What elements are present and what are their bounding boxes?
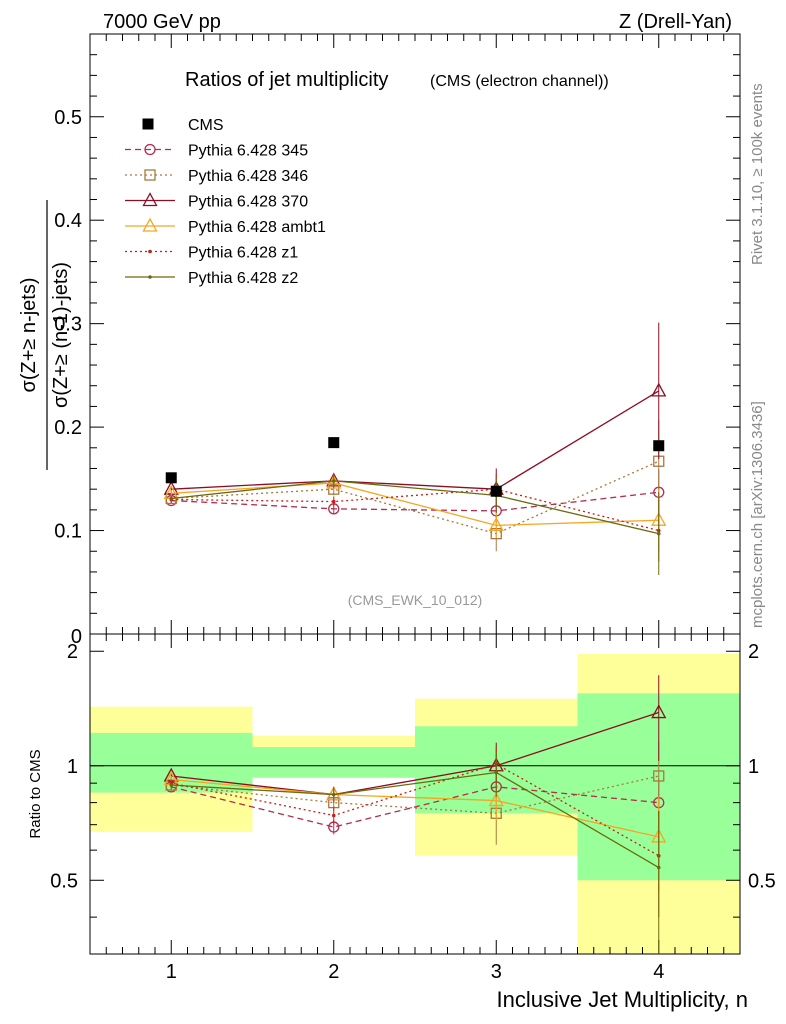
mcplots-label: mcplots.cern.ch [arXiv:1306.3436] bbox=[749, 401, 766, 628]
tick-labels: 0.1 0.2 0.3 0.4 0.5 0 0.5 0.5 1 1 2 2 1 2 3 4 bbox=[50, 107, 776, 983]
chart-title: Ratios of jet multiplicity bbox=[185, 69, 388, 91]
y-label-denominator: σ(Z+≥ (n-1)-jets) bbox=[50, 262, 72, 408]
cms-data-point bbox=[328, 437, 340, 449]
series-2-line bbox=[171, 460, 660, 535]
series-4-ratio-line bbox=[171, 778, 659, 838]
series-4-point bbox=[488, 517, 504, 532]
y-tick-label: 0.4 bbox=[54, 210, 82, 232]
series-1-ratio-line bbox=[171, 786, 659, 828]
legend-label-1: Pythia 6.428 345 bbox=[188, 143, 308, 160]
series-5-ratio-line bbox=[171, 763, 660, 857]
legend-marker-2 bbox=[144, 169, 156, 181]
ratio-tick-label-left: 0.5 bbox=[50, 870, 78, 892]
analysis-watermark: (CMS_EWK_10_012) bbox=[348, 592, 483, 608]
ratio-uncertainty-bands bbox=[90, 653, 740, 954]
series-6-ratio-line bbox=[171, 771, 660, 869]
x-tick-label: 3 bbox=[491, 961, 502, 983]
series-6-point bbox=[331, 479, 336, 483]
y-tick-label-zero: 0 bbox=[71, 626, 82, 648]
y-tick-label: 0.1 bbox=[54, 521, 82, 543]
y-tick-label: 0.2 bbox=[54, 417, 82, 439]
series-3-point bbox=[651, 382, 667, 397]
series-6-ratio-point bbox=[656, 865, 661, 870]
legend-marker-5 bbox=[148, 249, 152, 254]
x-tick-label: 1 bbox=[166, 961, 177, 983]
ratio-tick-label-right: 2 bbox=[748, 641, 759, 663]
y-tick-label: 0.3 bbox=[54, 314, 82, 336]
series-6-line bbox=[171, 480, 659, 535]
chart-subtitle: (CMS (electron channel)) bbox=[430, 73, 609, 90]
cms-data-points bbox=[165, 437, 665, 497]
series-1-line bbox=[171, 491, 659, 512]
legend-label-2: Pythia 6.428 346 bbox=[188, 168, 308, 185]
series-6-ratio-point bbox=[169, 783, 174, 787]
legend: CMS Pythia 6.428 345 Pythia 6.428 346 Pythi… bbox=[125, 117, 326, 287]
legend-marker-4 bbox=[142, 217, 158, 232]
x-tick-label: 2 bbox=[328, 961, 339, 983]
series-4-line bbox=[171, 482, 659, 527]
ratio-tick-label-left: 1 bbox=[67, 756, 78, 778]
legend-label-cms: CMS bbox=[188, 117, 224, 134]
cms-data-point bbox=[490, 485, 502, 497]
series-5-ratio-point bbox=[331, 813, 336, 818]
header-right: Z (Drell-Yan) bbox=[619, 11, 732, 33]
series-5-line bbox=[171, 488, 659, 532]
series-3-ratio-point bbox=[651, 704, 667, 719]
series-6-point bbox=[656, 531, 661, 536]
x-tick-label: 4 bbox=[653, 961, 664, 983]
series-6-ratio-point bbox=[331, 792, 336, 797]
legend-label-5: Pythia 6.428 z1 bbox=[188, 245, 298, 262]
ratio-tick-label-left: 2 bbox=[67, 641, 78, 663]
legend-marker-1 bbox=[144, 143, 156, 156]
ratio-series bbox=[163, 675, 667, 954]
y-axis-label: σ(Z+≥ n-jets) σ(Z+≥ (n-1)-jets) bbox=[18, 200, 72, 470]
series-3-ratio-line bbox=[171, 711, 659, 796]
legend-label-4: Pythia 6.428 ambt1 bbox=[188, 219, 326, 236]
ratio-tick-label-right: 0.5 bbox=[748, 870, 776, 892]
ratio-y-axis-label: Ratio to CMS bbox=[27, 749, 44, 838]
main-series bbox=[163, 322, 667, 576]
cms-data-point bbox=[653, 440, 665, 452]
legend-label-3: Pythia 6.428 370 bbox=[188, 194, 308, 211]
series-6-ratio-point bbox=[494, 770, 499, 775]
series-2-ratio-line bbox=[171, 775, 659, 814]
series-5-point bbox=[331, 499, 336, 504]
y-tick-label: 0.5 bbox=[54, 107, 82, 129]
rivet-label: Rivet 3.1.10, ≥ 100k events bbox=[749, 83, 766, 265]
x-axis-label: Inclusive Jet Multiplicity, n bbox=[497, 987, 748, 1012]
legend-label-6: Pythia 6.428 z2 bbox=[188, 270, 298, 287]
series-2-ratio-point bbox=[653, 770, 665, 782]
legend-marker-3 bbox=[142, 192, 158, 207]
header-left: 7000 GeV pp bbox=[103, 11, 221, 33]
series-4-ratio-point bbox=[488, 792, 504, 807]
cms-data-point bbox=[165, 472, 177, 484]
axis-ticks bbox=[89, 33, 741, 954]
y-label-numerator: σ(Z+≥ n-jets) bbox=[18, 278, 40, 393]
series-3-line bbox=[171, 390, 660, 490]
series-6-point bbox=[169, 496, 174, 501]
legend-marker-cms bbox=[142, 118, 154, 130]
band-green-2 bbox=[252, 747, 415, 778]
ratio-tick-label-right: 1 bbox=[748, 756, 759, 778]
legend-marker-6 bbox=[148, 275, 152, 279]
